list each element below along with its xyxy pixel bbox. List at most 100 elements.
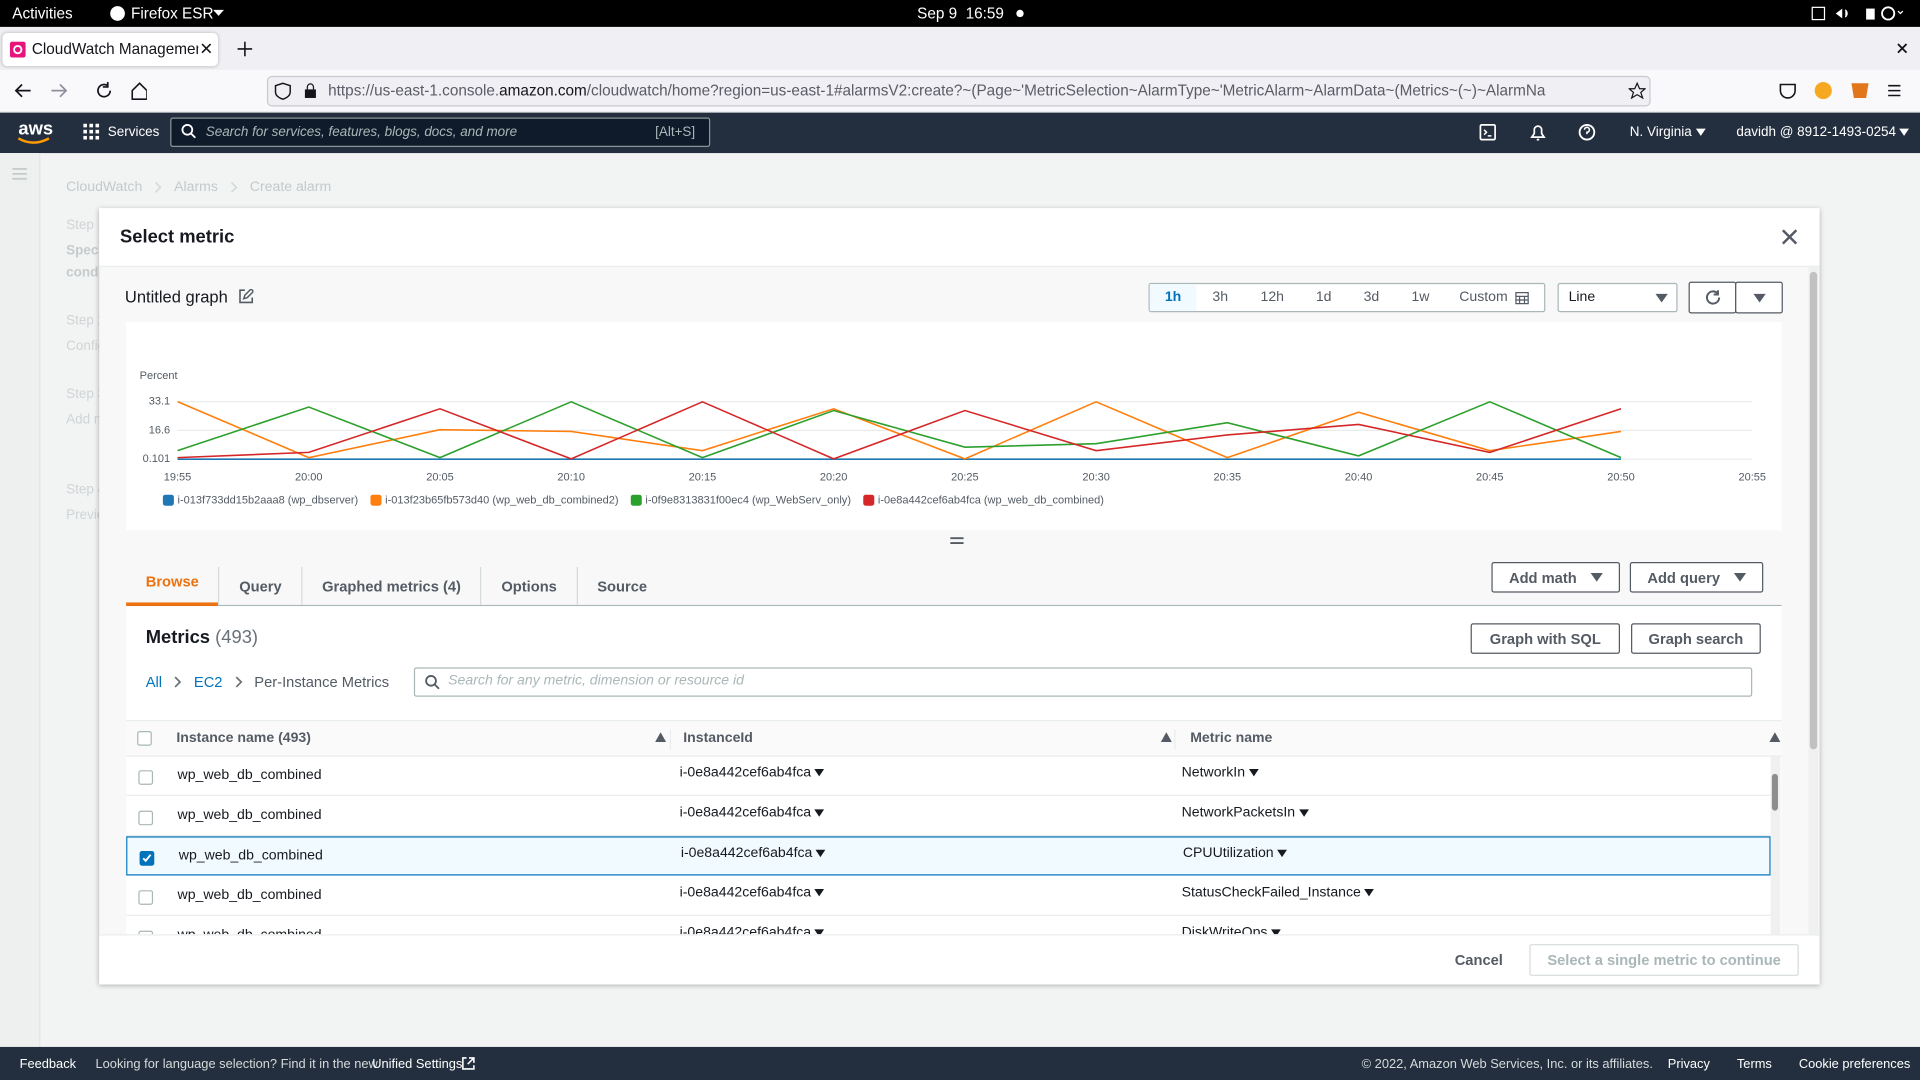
browser-tab[interactable] xyxy=(2,33,218,67)
path-link[interactable]: EC2 xyxy=(193,673,223,691)
table-row[interactable]: wp_web_db_combined i-0e8a442cef6ab4fca CPU… xyxy=(126,836,1771,876)
url-security-icons[interactable] xyxy=(274,82,318,100)
window-close[interactable] xyxy=(1897,43,1908,54)
table-row[interactable]: wp_web_db_combined i-0e8a442cef6ab4fca Net… xyxy=(126,797,1771,836)
url-bar[interactable] xyxy=(266,75,1651,107)
footer-link[interactable]: Terms xyxy=(1736,1056,1772,1072)
dimension-menu[interactable] xyxy=(1271,929,1281,935)
time-range-button[interactable]: Custom xyxy=(1445,284,1544,311)
unified-settings-link[interactable]: Unified Settings xyxy=(372,1056,463,1072)
tab-title[interactable]: CloudWatch Managemen xyxy=(31,40,199,58)
tab[interactable]: Options xyxy=(480,566,577,605)
chevron-path xyxy=(174,676,182,688)
dimension-menu[interactable] xyxy=(814,929,825,935)
graph-with-sql-button[interactable]: Graph with SQL xyxy=(1470,623,1620,654)
tab[interactable]: Graphed metrics (4) xyxy=(301,566,480,605)
system-tray-icons[interactable] xyxy=(1810,5,1908,22)
graphic xyxy=(97,82,112,98)
modal-scrollbar-thumb[interactable] xyxy=(1809,271,1818,750)
header-icons[interactable] xyxy=(1478,122,1598,142)
dimension-menu[interactable] xyxy=(1298,808,1309,817)
select-all-checkbox[interactable] xyxy=(137,731,152,746)
add-math-button[interactable]: Add math xyxy=(1491,562,1620,593)
graphic xyxy=(655,732,667,743)
breadcrumb-item[interactable]: Create alarm xyxy=(249,180,332,195)
graphic xyxy=(274,82,291,100)
aws-search-box[interactable] xyxy=(170,117,711,147)
time-range-button[interactable]: 1h xyxy=(1149,284,1197,312)
column-header[interactable]: InstanceId xyxy=(683,731,753,746)
column-header[interactable]: Metric name xyxy=(1190,731,1273,746)
notification-dot xyxy=(1016,9,1024,18)
modal-close[interactable] xyxy=(1781,229,1798,245)
cancel-button[interactable]: Cancel xyxy=(1454,951,1503,969)
time-range-label: 3d xyxy=(1363,290,1380,305)
path-link[interactable]: All xyxy=(145,673,163,691)
row-checkbox[interactable] xyxy=(138,890,154,906)
dimension-menu[interactable] xyxy=(1248,768,1259,777)
metric-search-input[interactable] xyxy=(413,667,1753,697)
row-checkbox[interactable] xyxy=(138,770,154,785)
graph-search-button[interactable]: Graph search xyxy=(1631,623,1761,654)
dimension-menu[interactable] xyxy=(1277,850,1288,858)
sort-icon[interactable] xyxy=(1769,732,1781,743)
graph-title[interactable]: Untitled graph xyxy=(124,287,228,307)
table-scrollbar-thumb[interactable] xyxy=(1771,773,1778,811)
row-checkbox[interactable] xyxy=(138,810,154,825)
time-range-label: Custom xyxy=(1459,290,1508,305)
continue-button[interactable]: Select a single metric to continue xyxy=(1529,944,1799,976)
row-checkbox[interactable] xyxy=(138,930,154,935)
dimension-menu[interactable] xyxy=(1364,889,1375,897)
dimension-menu[interactable] xyxy=(814,889,825,897)
time-range-button[interactable]: 1w xyxy=(1396,284,1445,311)
chart-style-select[interactable]: Line xyxy=(1557,282,1678,313)
table-scrollbar[interactable] xyxy=(1770,756,1781,935)
account-menu[interactable]: davidh @ 8912-1493-0254 xyxy=(1736,125,1910,140)
footer-link[interactable]: Privacy xyxy=(1667,1056,1710,1072)
sort-icon[interactable] xyxy=(1160,732,1172,743)
breadcrumb-item[interactable]: CloudWatch xyxy=(66,180,143,195)
graphic xyxy=(9,41,26,58)
dimension-menu[interactable] xyxy=(814,768,825,777)
add-query-button[interactable]: Add query xyxy=(1629,562,1764,593)
breadcrumb-item[interactable]: Alarms xyxy=(174,180,218,195)
app-menu[interactable]: Firefox ESR xyxy=(131,4,214,23)
table-row[interactable]: wp_web_db_combined i-0e8a442cef6ab4fca Sta… xyxy=(126,877,1771,917)
side-nav-toggle[interactable] xyxy=(12,168,27,180)
clock[interactable]: Sep 9 16:59 xyxy=(917,4,1004,23)
column-header[interactable]: Instance name (493) xyxy=(176,731,311,746)
feedback-link[interactable]: Feedback xyxy=(19,1056,77,1072)
time-range-button[interactable]: 3d xyxy=(1347,284,1396,311)
time-range-button[interactable]: 1d xyxy=(1300,284,1347,311)
refresh-button[interactable] xyxy=(1688,281,1737,314)
nav-buttons[interactable] xyxy=(12,81,147,101)
table-row[interactable]: wp_web_db_combined i-0e8a442cef6ab4fca Dis… xyxy=(126,917,1770,935)
tab[interactable]: Query xyxy=(218,566,301,605)
services-menu[interactable]: Services xyxy=(107,124,160,140)
refresh-options[interactable] xyxy=(1735,281,1783,314)
graphic xyxy=(17,137,50,144)
time-range-button[interactable]: 3h xyxy=(1196,284,1244,311)
time-range-button[interactable]: 12h xyxy=(1244,284,1300,311)
resize-handle[interactable] xyxy=(950,536,964,545)
console-footer: Feedback Looking for language selection?… xyxy=(0,1046,1920,1080)
time-range-label: 1h xyxy=(1164,290,1182,305)
new-tab-button[interactable] xyxy=(237,41,253,57)
dimension-menu[interactable] xyxy=(814,808,825,817)
row-checkbox[interactable] xyxy=(139,851,155,867)
sort-icon[interactable] xyxy=(655,732,667,743)
side-nav xyxy=(0,153,41,1047)
edit-graph-title[interactable] xyxy=(239,288,254,304)
bookmark-star[interactable] xyxy=(1628,82,1646,100)
dimension-menu[interactable] xyxy=(816,850,826,858)
footer-link[interactable]: Cookie preferences xyxy=(1798,1056,1911,1072)
tab[interactable]: Browse xyxy=(126,557,219,607)
table-row[interactable]: wp_web_db_combined i-0e8a442cef6ab4fca Net… xyxy=(126,757,1771,796)
tab-close[interactable] xyxy=(201,43,212,54)
aws-logo[interactable]: aws xyxy=(18,118,54,140)
toolbar-extensions[interactable] xyxy=(1778,81,1908,101)
tab[interactable]: Source xyxy=(576,566,666,605)
activities-button[interactable]: Activities xyxy=(12,4,73,23)
region-selector[interactable]: N. Virginia xyxy=(1630,125,1706,140)
table-cell: NetworkIn xyxy=(1182,765,1259,780)
